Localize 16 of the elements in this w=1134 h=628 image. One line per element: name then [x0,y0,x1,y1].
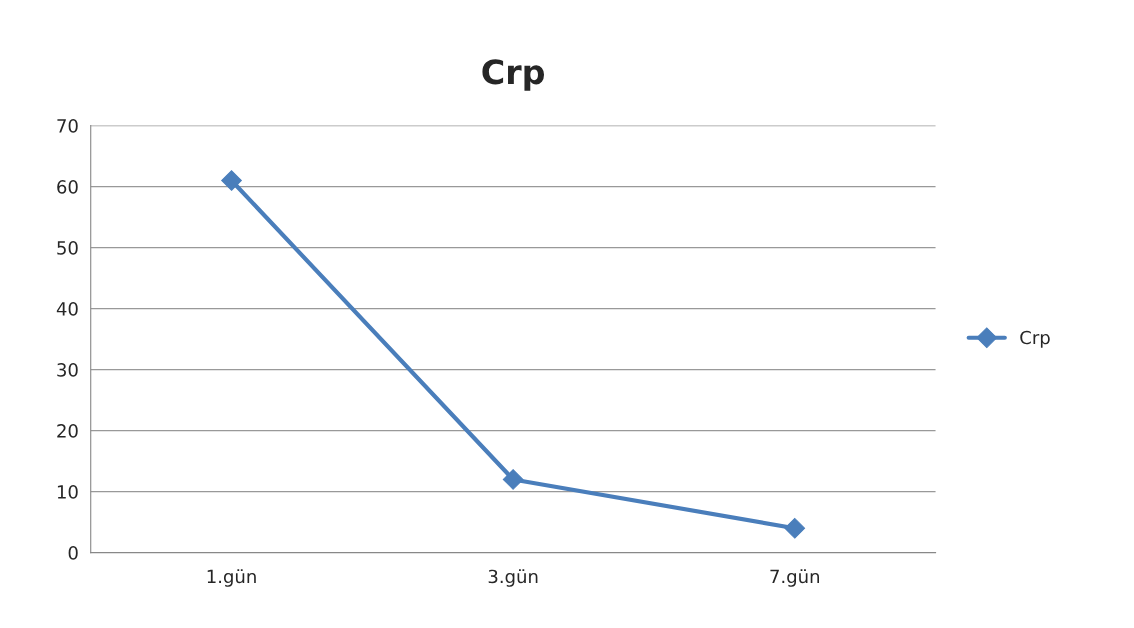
y-tick-label: 40 [56,302,78,316]
x-tick-label: 1.gün [207,569,256,587]
y-tick-label: 50 [57,241,78,255]
x-tick-label: 3.gün [488,569,538,587]
y-tick-label: 0 [68,546,78,560]
y-tick-label: 70 [57,119,78,133]
x-tick-label: 7.gün [770,569,819,587]
point [221,170,242,191]
y-tick-label: 30 [57,363,78,377]
chart-title: Crp [482,59,545,91]
y-tick-label: 20 [57,424,78,438]
legend-label: Crp [1020,330,1050,348]
point [784,517,806,539]
y-tick-label: 10 [57,485,78,499]
point [502,469,524,490]
y-tick-label: 60 [57,180,78,194]
